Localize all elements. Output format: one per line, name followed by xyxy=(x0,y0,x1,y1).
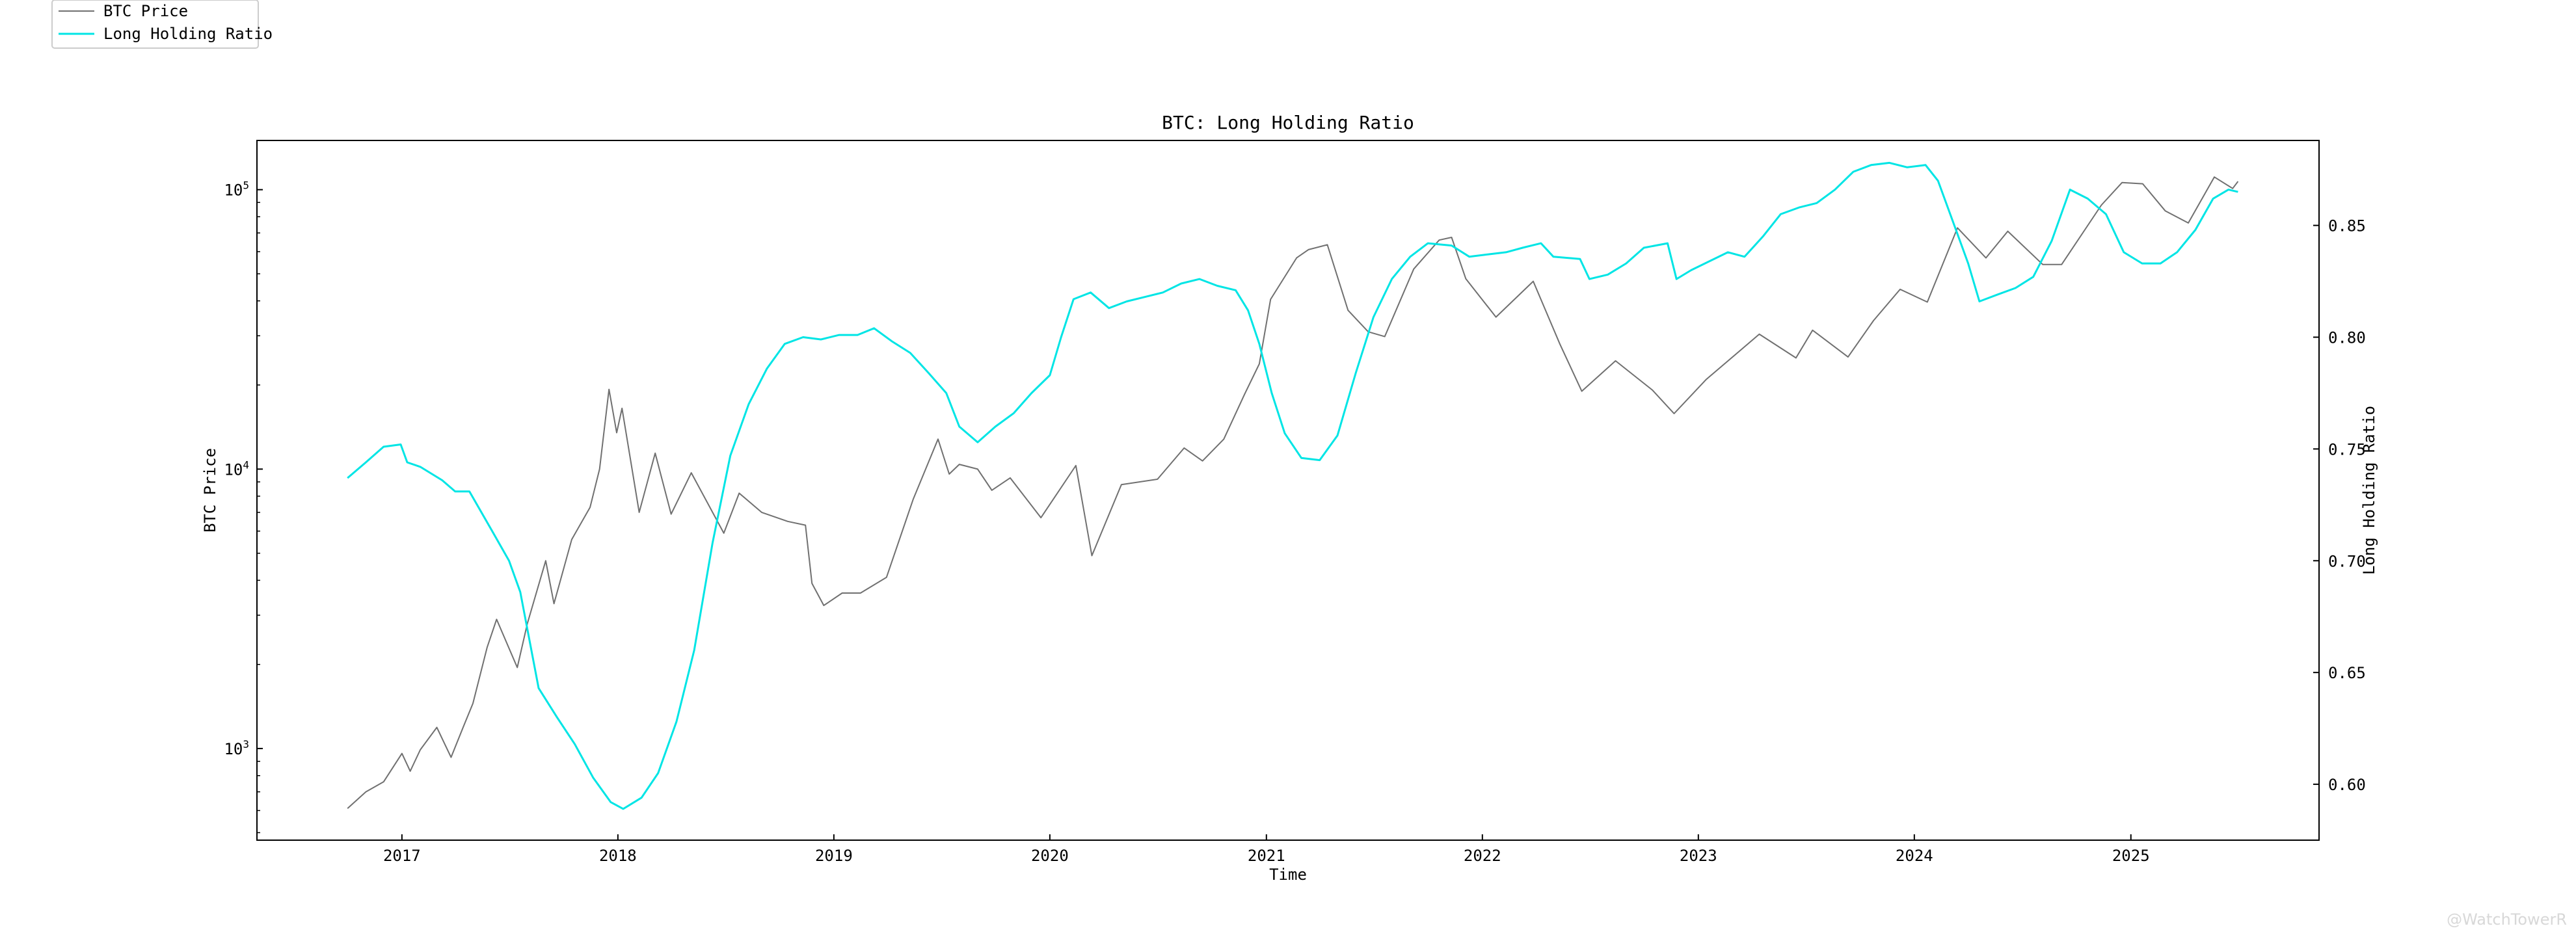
legend-label-long-holding-ratio: Long Holding Ratio xyxy=(103,25,273,43)
watermark: @WatchTowerR xyxy=(2447,910,2567,929)
y-left-tick-label: 103 xyxy=(224,738,249,758)
y-left-tick-base: 10 xyxy=(224,740,243,758)
legend: BTC Price Long Holding Ratio xyxy=(51,0,273,49)
x-tick-label: 2023 xyxy=(1680,847,1717,865)
y-right-tick-label: 0.75 xyxy=(2328,440,2366,458)
y-right-tick-label: 0.85 xyxy=(2328,217,2366,235)
y-left-tick-base: 10 xyxy=(224,181,243,200)
x-axis-label: Time xyxy=(1269,866,1307,884)
y-left-tick-exponent: 3 xyxy=(243,738,249,750)
x-tick-label: 2022 xyxy=(1464,847,1501,865)
y-axis-label-right: Long Holding Ratio xyxy=(2360,406,2378,575)
x-tick-label: 2018 xyxy=(599,847,637,865)
y-right-tick-label: 0.80 xyxy=(2328,329,2366,347)
x-tick-label: 2017 xyxy=(383,847,421,865)
y-right-tick-label: 0.60 xyxy=(2328,776,2366,794)
y-right-tick-label: 0.65 xyxy=(2328,664,2366,682)
x-tick-label: 2019 xyxy=(815,847,853,865)
x-tick-label: 2021 xyxy=(1248,847,1285,865)
series-line-btc-price xyxy=(347,176,2239,810)
y-left-tick-exponent: 4 xyxy=(243,458,249,471)
x-tick-label: 2025 xyxy=(2112,847,2150,865)
x-tick-label: 2020 xyxy=(1031,847,1069,865)
legend-box xyxy=(51,0,259,49)
y-axis-right: 0.60 0.65 0.70 0.75 0.80 0.85 xyxy=(2313,217,2366,794)
series-line-long-holding-ratio xyxy=(347,161,2238,810)
y-left-tick-exponent: 5 xyxy=(243,179,249,192)
y-left-tick-base: 10 xyxy=(224,460,243,479)
y-axis-label-left: BTC Price xyxy=(201,448,219,533)
x-axis: 2017 2018 2019 2020 2021 2022 2023 2024 2025 xyxy=(383,834,2150,865)
y-left-tick-label: 105 xyxy=(224,179,249,200)
y-right-tick-label: 0.70 xyxy=(2328,552,2366,570)
chart-title: BTC: Long Holding Ratio xyxy=(1162,112,1414,133)
plot-frame xyxy=(256,140,2320,841)
y-left-tick-label: 104 xyxy=(224,458,249,479)
legend-label-btc-price: BTC Price xyxy=(103,2,188,20)
series-layer xyxy=(347,161,2239,810)
x-tick-label: 2024 xyxy=(1896,847,1933,865)
